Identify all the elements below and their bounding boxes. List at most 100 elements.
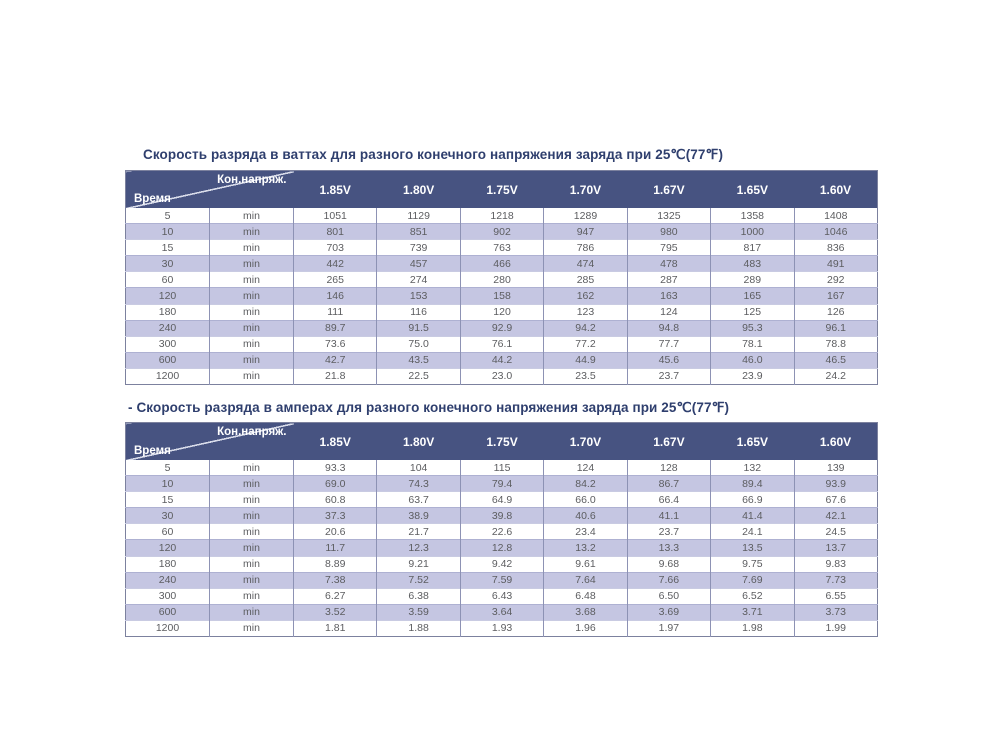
time-cell: 5 bbox=[125, 208, 210, 224]
value-cell: 1.88 bbox=[376, 619, 461, 637]
value-cell: 115 bbox=[459, 460, 544, 476]
value-cell: 66.4 bbox=[626, 491, 711, 508]
value-cell: 280 bbox=[459, 271, 544, 288]
table-body: 5 min 93.3 104 115 124 128 132 139 10 min 69.0 74.3 7… bbox=[125, 460, 878, 637]
value-cell: 126 bbox=[793, 303, 878, 321]
value-cell: 786 bbox=[543, 239, 628, 256]
amps-table-title: - Скорость разряда в амперах для разного… bbox=[128, 400, 730, 415]
value-cell: 6.43 bbox=[459, 587, 544, 605]
value-cell: 42.7 bbox=[292, 351, 377, 369]
voltage-header-cell: 1.70V bbox=[543, 170, 628, 208]
header-row: Кон.напряж. Время 1.85V 1.80V 1.75V 1.70V 1.67… bbox=[125, 170, 878, 208]
time-cell: 180 bbox=[125, 555, 210, 573]
voltage-header-cell: 1.60V bbox=[794, 170, 878, 208]
value-cell: 153 bbox=[376, 287, 461, 305]
table-row: 10 min 69.0 74.3 79.4 84.2 86.7 89.4 93.9 bbox=[125, 475, 878, 492]
table-row: 300 min 73.6 75.0 76.1 77.2 77.7 78.1 78.8 bbox=[125, 335, 878, 353]
value-cell: 22.5 bbox=[376, 367, 461, 385]
table-body: 5 min 1051 1129 1218 1289 1325 1358 1408 10 min 801… bbox=[125, 208, 878, 385]
value-cell: 75.0 bbox=[376, 335, 461, 353]
time-cell: 15 bbox=[125, 239, 210, 256]
value-cell: 9.42 bbox=[459, 555, 544, 573]
table-row: 5 min 1051 1129 1218 1289 1325 1358 1408 bbox=[125, 208, 878, 224]
value-cell: 1325 bbox=[626, 208, 711, 224]
value-cell: 287 bbox=[626, 271, 711, 288]
value-cell: 9.83 bbox=[793, 555, 878, 573]
value-cell: 89.4 bbox=[710, 475, 795, 492]
table-row: 240 min 7.38 7.52 7.59 7.64 7.66 7.69 7.73 bbox=[125, 571, 878, 589]
value-cell: 1.99 bbox=[793, 619, 878, 637]
time-cell: 1200 bbox=[125, 619, 210, 637]
unit-cell: min bbox=[209, 271, 294, 288]
value-cell: 24.5 bbox=[793, 523, 878, 540]
table-row: 180 min 111 116 120 123 124 125 126 bbox=[125, 303, 878, 321]
value-cell: 94.8 bbox=[626, 319, 711, 337]
time-cell: 120 bbox=[125, 287, 210, 305]
value-cell: 1.93 bbox=[459, 619, 544, 637]
value-cell: 20.6 bbox=[292, 523, 377, 540]
table-row: 1200 min 1.81 1.88 1.93 1.96 1.97 1.98 1.99 bbox=[125, 619, 878, 637]
table-row: 10 min 801 851 902 947 980 1000 1046 bbox=[125, 223, 878, 240]
table-row: 5 min 93.3 104 115 124 128 132 139 bbox=[125, 460, 878, 476]
value-cell: 163 bbox=[626, 287, 711, 305]
unit-cell: min bbox=[209, 475, 294, 492]
value-cell: 801 bbox=[292, 223, 377, 240]
value-cell: 7.69 bbox=[710, 571, 795, 589]
unit-cell: min bbox=[209, 255, 294, 272]
value-cell: 167 bbox=[793, 287, 878, 305]
voltage-header-cell: 1.75V bbox=[460, 422, 544, 460]
value-cell: 43.5 bbox=[376, 351, 461, 369]
value-cell: 94.2 bbox=[543, 319, 628, 337]
value-cell: 491 bbox=[793, 255, 878, 272]
value-cell: 1051 bbox=[292, 208, 377, 224]
value-cell: 980 bbox=[626, 223, 711, 240]
value-cell: 1408 bbox=[793, 208, 878, 224]
value-cell: 6.27 bbox=[292, 587, 377, 605]
time-cell: 600 bbox=[125, 351, 210, 369]
value-cell: 46.5 bbox=[793, 351, 878, 369]
value-cell: 60.8 bbox=[292, 491, 377, 508]
value-cell: 111 bbox=[292, 303, 377, 321]
value-cell: 23.0 bbox=[459, 367, 544, 385]
voltage-header-cell: 1.67V bbox=[627, 422, 711, 460]
value-cell: 123 bbox=[543, 303, 628, 321]
value-cell: 1000 bbox=[710, 223, 795, 240]
value-cell: 74.3 bbox=[376, 475, 461, 492]
value-cell: 739 bbox=[376, 239, 461, 256]
value-cell: 44.2 bbox=[459, 351, 544, 369]
value-cell: 165 bbox=[710, 287, 795, 305]
table-row: 1200 min 21.8 22.5 23.0 23.5 23.7 23.9 24.2 bbox=[125, 367, 878, 385]
time-cell: 30 bbox=[125, 507, 210, 524]
value-cell: 96.1 bbox=[793, 319, 878, 337]
value-cell: 24.2 bbox=[793, 367, 878, 385]
value-cell: 104 bbox=[376, 460, 461, 476]
unit-cell: min bbox=[209, 319, 294, 337]
value-cell: 41.1 bbox=[626, 507, 711, 524]
value-cell: 7.59 bbox=[459, 571, 544, 589]
value-cell: 817 bbox=[710, 239, 795, 256]
value-cell: 3.52 bbox=[292, 603, 377, 621]
time-cell: 600 bbox=[125, 603, 210, 621]
value-cell: 24.1 bbox=[710, 523, 795, 540]
watts-table-title: Скорость разряда в ваттах для разного ко… bbox=[143, 147, 724, 162]
value-cell: 9.68 bbox=[626, 555, 711, 573]
value-cell: 64.9 bbox=[459, 491, 544, 508]
value-cell: 274 bbox=[376, 271, 461, 288]
value-cell: 3.73 bbox=[793, 603, 878, 621]
value-cell: 76.1 bbox=[459, 335, 544, 353]
value-cell: 124 bbox=[543, 460, 628, 476]
corner-label-time: Время bbox=[134, 193, 171, 205]
unit-cell: min bbox=[209, 587, 294, 605]
value-cell: 93.9 bbox=[793, 475, 878, 492]
value-cell: 1.97 bbox=[626, 619, 711, 637]
voltage-header-cell: 1.70V bbox=[543, 422, 628, 460]
value-cell: 95.3 bbox=[710, 319, 795, 337]
voltage-header-cell: 1.80V bbox=[376, 170, 461, 208]
value-cell: 7.38 bbox=[292, 571, 377, 589]
value-cell: 947 bbox=[543, 223, 628, 240]
value-cell: 42.1 bbox=[793, 507, 878, 524]
value-cell: 478 bbox=[626, 255, 711, 272]
table-row: 30 min 442 457 466 474 478 483 491 bbox=[125, 255, 878, 272]
value-cell: 77.2 bbox=[543, 335, 628, 353]
value-cell: 67.6 bbox=[793, 491, 878, 508]
